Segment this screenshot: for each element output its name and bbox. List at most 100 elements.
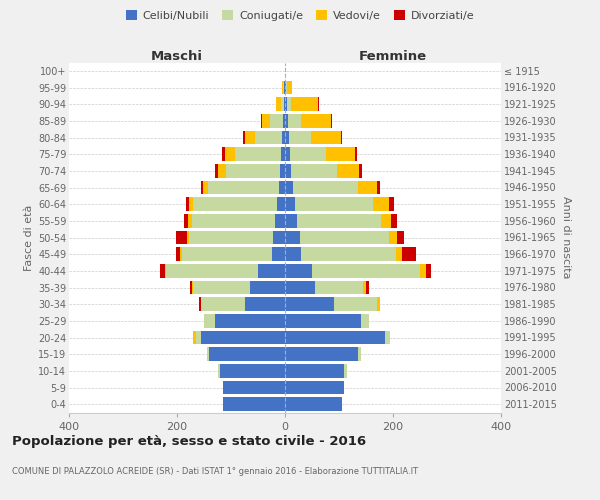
Bar: [361, 314, 369, 328]
Bar: [277, 198, 285, 211]
Bar: [202, 298, 245, 311]
Bar: [283, 114, 285, 128]
Bar: [283, 130, 285, 144]
Bar: [285, 214, 297, 228]
Bar: [225, 148, 235, 161]
Bar: [284, 98, 285, 111]
Bar: [271, 248, 285, 261]
Bar: [290, 148, 325, 161]
Bar: [166, 264, 258, 278]
Bar: [276, 98, 281, 111]
Bar: [396, 248, 402, 261]
Y-axis label: Anni di nascita: Anni di nascita: [560, 196, 571, 278]
Bar: [334, 298, 377, 311]
Bar: [220, 364, 285, 378]
Bar: [270, 114, 283, 128]
Bar: [285, 264, 312, 278]
Bar: [364, 280, 366, 294]
Bar: [202, 330, 285, 344]
Bar: [314, 280, 364, 294]
Bar: [312, 264, 420, 278]
Bar: [285, 364, 344, 378]
Bar: [427, 264, 431, 278]
Bar: [355, 148, 358, 161]
Bar: [341, 130, 342, 144]
Bar: [280, 164, 285, 177]
Bar: [176, 230, 187, 244]
Bar: [282, 80, 283, 94]
Bar: [301, 248, 396, 261]
Bar: [337, 164, 359, 177]
Bar: [358, 180, 377, 194]
Bar: [285, 298, 334, 311]
Bar: [189, 198, 193, 211]
Bar: [262, 114, 270, 128]
Text: Femmine: Femmine: [359, 50, 427, 62]
Bar: [192, 280, 193, 294]
Bar: [184, 214, 188, 228]
Bar: [359, 164, 362, 177]
Bar: [380, 214, 391, 228]
Bar: [285, 198, 295, 211]
Text: COMUNE DI PALAZZOLO ACREIDE (SR) - Dati ISTAT 1° gennaio 2016 - Elaborazione TUT: COMUNE DI PALAZZOLO ACREIDE (SR) - Dati …: [12, 468, 418, 476]
Bar: [285, 398, 342, 411]
Bar: [245, 298, 285, 311]
Bar: [301, 114, 331, 128]
Bar: [389, 198, 394, 211]
Bar: [385, 330, 390, 344]
Bar: [226, 164, 280, 177]
Bar: [182, 248, 271, 261]
Bar: [287, 80, 292, 94]
Bar: [289, 130, 311, 144]
Bar: [278, 180, 285, 194]
Bar: [164, 264, 166, 278]
Bar: [215, 314, 285, 328]
Bar: [201, 180, 203, 194]
Bar: [377, 180, 380, 194]
Bar: [377, 298, 380, 311]
Bar: [188, 214, 191, 228]
Bar: [293, 180, 358, 194]
Bar: [203, 180, 208, 194]
Bar: [389, 230, 397, 244]
Bar: [391, 214, 397, 228]
Bar: [204, 314, 215, 328]
Bar: [295, 198, 373, 211]
Bar: [258, 264, 285, 278]
Bar: [180, 248, 182, 261]
Bar: [245, 130, 256, 144]
Bar: [193, 330, 196, 344]
Bar: [190, 230, 273, 244]
Bar: [206, 348, 209, 361]
Bar: [285, 98, 287, 111]
Bar: [402, 248, 416, 261]
Bar: [366, 280, 368, 294]
Legend: Celibi/Nubili, Coniugati/e, Vedovi/e, Divorziati/e: Celibi/Nubili, Coniugati/e, Vedovi/e, Di…: [121, 6, 479, 25]
Bar: [275, 214, 285, 228]
Bar: [325, 148, 355, 161]
Bar: [287, 98, 291, 111]
Text: Popolazione per età, sesso e stato civile - 2016: Popolazione per età, sesso e stato civil…: [12, 435, 366, 448]
Bar: [300, 230, 389, 244]
Bar: [285, 180, 293, 194]
Bar: [331, 114, 332, 128]
Bar: [187, 230, 190, 244]
Bar: [199, 298, 202, 311]
Bar: [208, 180, 278, 194]
Bar: [223, 380, 285, 394]
Bar: [288, 114, 301, 128]
Bar: [250, 280, 285, 294]
Bar: [160, 264, 164, 278]
Bar: [285, 230, 300, 244]
Bar: [285, 348, 358, 361]
Bar: [223, 398, 285, 411]
Bar: [256, 130, 283, 144]
Bar: [193, 198, 277, 211]
Bar: [397, 230, 404, 244]
Bar: [285, 148, 290, 161]
Bar: [285, 330, 385, 344]
Bar: [209, 348, 285, 361]
Text: Maschi: Maschi: [151, 50, 203, 62]
Bar: [273, 230, 285, 244]
Bar: [215, 164, 218, 177]
